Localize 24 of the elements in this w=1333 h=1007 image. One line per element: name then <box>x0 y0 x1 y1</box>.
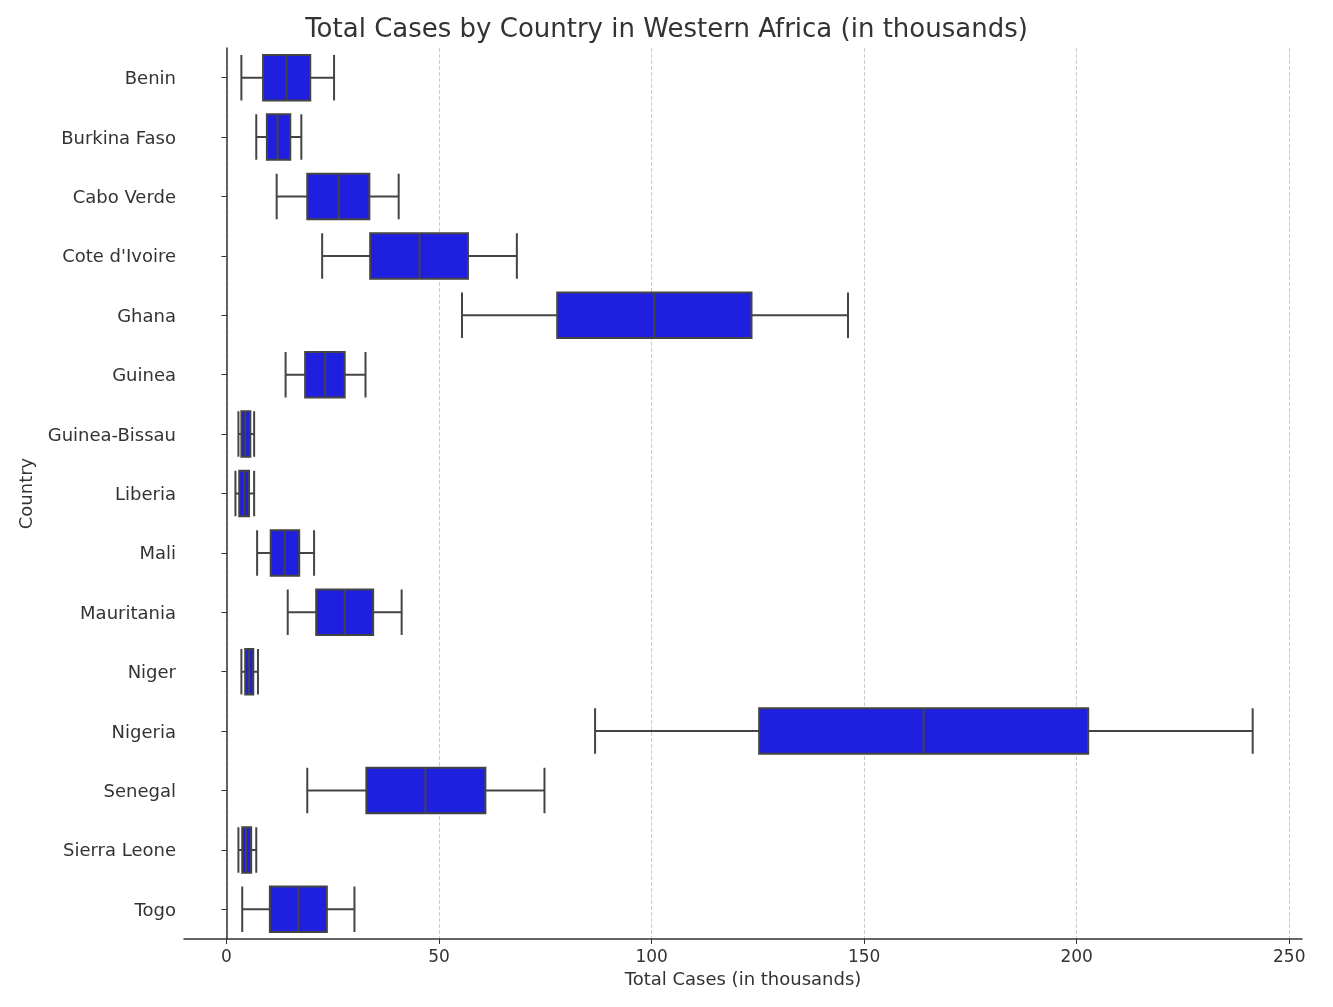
chart-title: Total Cases by Country in Western Africa (in thousands) <box>304 13 1028 43</box>
x-axis-title: Total Cases (in thousands) <box>623 967 862 989</box>
y-tick-label: Liberia <box>115 483 176 504</box>
x-tick-label: 250 <box>1273 945 1306 966</box>
y-tick-label: Cote d'Ivoire <box>62 245 176 267</box>
x-tick-label: 150 <box>847 945 881 966</box>
y-tick-label: Guinea-Bissau <box>47 423 176 445</box>
x-tick-label: 0 <box>221 945 232 966</box>
y-tick-label: Guinea <box>112 364 176 386</box>
y-tick-label: Burkina Faso <box>61 126 176 148</box>
y-tick-label: Mali <box>139 542 176 564</box>
x-tick-label: 100 <box>635 945 668 966</box>
x-tick-label: 50 <box>428 945 450 966</box>
y-tick-label: Mauritania <box>80 601 176 623</box>
x-tick-label: 200 <box>1060 945 1093 966</box>
y-tick-label: Nigeria <box>111 720 176 742</box>
y-tick-label: Togo <box>133 898 176 920</box>
y-tick-label: Benin <box>124 67 176 89</box>
y-tick-label: Ghana <box>117 304 176 326</box>
y-tick-label: Sierra Leone <box>62 839 176 861</box>
y-axis-title: Country <box>14 457 36 530</box>
y-tick-label: Niger <box>127 661 177 683</box>
y-tick-label: Senegal <box>103 780 176 801</box>
y-tick-label: Cabo Verde <box>72 186 176 207</box>
